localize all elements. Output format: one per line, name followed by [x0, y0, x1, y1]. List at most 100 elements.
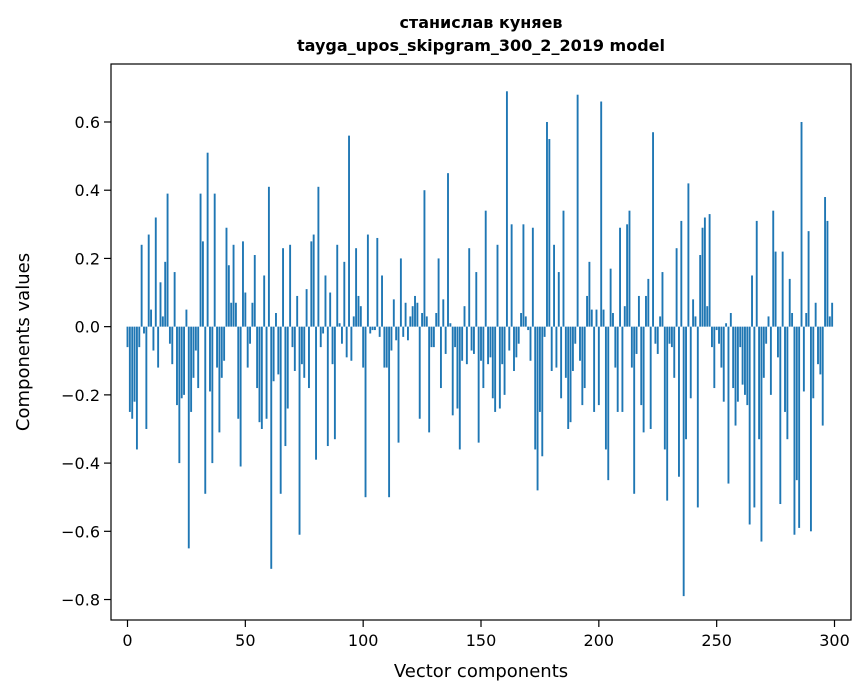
bar-258 — [734, 326, 737, 426]
bar-83 — [322, 326, 325, 334]
plot-frame — [110, 63, 852, 621]
bar-132 — [437, 258, 440, 327]
bar-131 — [435, 313, 438, 327]
y-axis-ticks: −0.8 −0.6 −0.4 −0.2 0.0 0.2 0.4 0.6 — [61, 113, 111, 610]
y-tick-label: 0.0 — [75, 318, 100, 337]
bar-48 — [239, 326, 242, 467]
bar-262 — [744, 326, 746, 395]
bar-182 — [555, 326, 558, 368]
bar-176 — [541, 326, 544, 457]
bar-102 — [366, 234, 369, 327]
bar-190 — [574, 326, 577, 344]
bar-276 — [777, 326, 779, 358]
bar-269 — [760, 326, 763, 542]
bar-215 — [633, 326, 636, 494]
bar-21 — [176, 326, 178, 406]
bar-212 — [626, 224, 629, 327]
bar-164 — [513, 326, 515, 371]
bar-146 — [470, 326, 473, 351]
bar-50 — [244, 292, 247, 327]
bar-91 — [341, 326, 343, 344]
bar-7 — [143, 326, 145, 334]
bar-124 — [418, 326, 421, 419]
bar-195 — [586, 295, 588, 327]
bar-236 — [682, 326, 685, 597]
bar-105 — [374, 326, 376, 331]
bar-240 — [692, 299, 695, 327]
bar-129 — [430, 326, 433, 348]
bar-82 — [319, 326, 322, 348]
y-axis-label: Components values — [13, 253, 34, 431]
bar-49 — [242, 241, 244, 327]
bar-187 — [567, 326, 570, 429]
bar-35 — [209, 326, 211, 392]
bar-99 — [359, 306, 362, 327]
bar-77 — [308, 326, 310, 389]
bar-291 — [812, 326, 815, 399]
bar-210 — [621, 326, 624, 412]
bar-299 — [831, 302, 834, 327]
bar-295 — [821, 326, 824, 426]
bar-180 — [550, 326, 553, 371]
bar-8 — [145, 326, 148, 429]
bar-208 — [616, 326, 619, 412]
bar-277 — [779, 326, 782, 505]
bar-144 — [465, 326, 468, 365]
bar-126 — [423, 190, 426, 327]
x-tick-label: 250 — [701, 631, 732, 650]
bar-37 — [213, 193, 216, 327]
bar-96 — [352, 316, 355, 327]
bar-284 — [795, 326, 798, 481]
bar-41 — [223, 326, 226, 361]
bar-183 — [557, 272, 560, 327]
bar-30 — [197, 326, 200, 389]
bar-246 — [706, 306, 709, 327]
bar-230 — [668, 326, 671, 344]
bar-56 — [258, 326, 261, 423]
bar-14 — [159, 282, 162, 327]
bar-26 — [187, 326, 190, 549]
bar-204 — [607, 326, 610, 481]
bar-193 — [581, 326, 584, 406]
bar-71 — [293, 326, 296, 371]
bar-173 — [534, 326, 537, 450]
bar-54 — [253, 255, 256, 327]
bar-94 — [348, 135, 350, 327]
bar-20 — [173, 272, 176, 327]
bar-53 — [251, 302, 254, 327]
bar-248 — [711, 326, 713, 348]
bar-287 — [802, 326, 805, 392]
bar-283 — [793, 326, 796, 535]
bar-175 — [538, 326, 541, 412]
bar-45 — [232, 244, 235, 327]
bar-288 — [805, 313, 808, 327]
bar-65 — [279, 326, 282, 494]
bar-52 — [249, 326, 251, 344]
bar-63 — [275, 313, 277, 327]
bar-275 — [774, 251, 777, 327]
bar-179 — [548, 139, 551, 327]
y-tick-label: 0.6 — [75, 113, 100, 132]
bar-120 — [409, 316, 412, 327]
bar-76 — [305, 289, 308, 327]
bar-107 — [378, 326, 381, 337]
bar-117 — [402, 326, 405, 337]
bar-219 — [642, 326, 645, 433]
bar-3 — [133, 326, 136, 402]
bar-171 — [529, 326, 532, 361]
bar-61 — [270, 326, 273, 569]
bar-233 — [675, 248, 678, 327]
bar-260 — [739, 326, 742, 348]
bar-167 — [520, 313, 523, 327]
bar-274 — [772, 210, 775, 327]
bar-285 — [798, 326, 801, 528]
bar-197 — [590, 309, 593, 327]
bar-224 — [654, 326, 657, 344]
bar-22 — [178, 326, 181, 464]
bar-27 — [190, 326, 193, 412]
bar-68 — [286, 326, 289, 409]
bar-92 — [343, 261, 346, 327]
bar-232 — [673, 326, 676, 378]
bar-58 — [263, 275, 266, 327]
